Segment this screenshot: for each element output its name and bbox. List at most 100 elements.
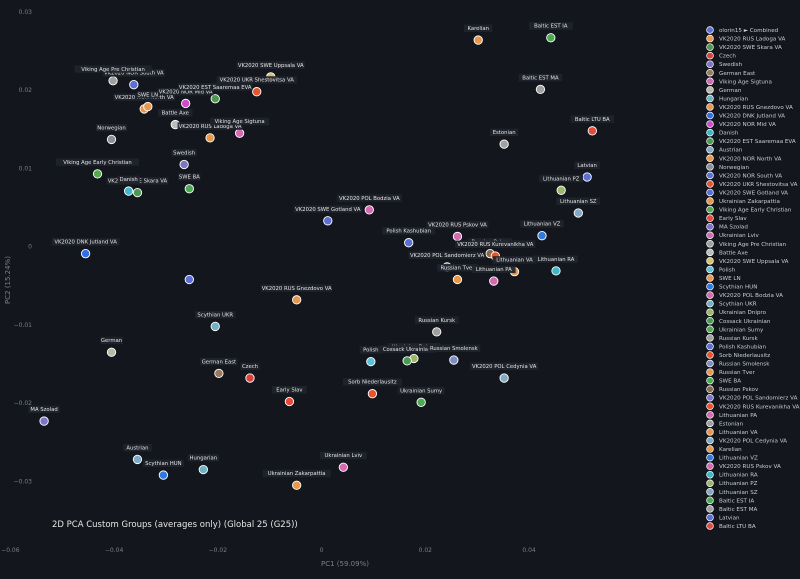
data-point[interactable] [245,373,255,383]
legend-item[interactable]: Viking Age Pre Christian [706,240,787,248]
data-point[interactable] [551,266,561,276]
legend-item[interactable]: VK2020 SWE Uppsala VA [706,257,789,265]
data-point[interactable] [499,373,509,383]
data-point[interactable] [252,87,262,97]
legend-item[interactable]: VK2020 UKR Shestovitsa VA [706,180,798,188]
data-point[interactable] [143,101,153,112]
legend-item[interactable]: Danish [706,128,739,137]
data-point[interactable] [537,231,547,241]
legend-item[interactable]: olorin15 ► Combined [706,26,779,34]
legend-item[interactable]: Polish [706,265,736,273]
data-point[interactable] [129,80,139,90]
data-point[interactable] [416,397,426,407]
data-point[interactable] [106,347,117,357]
legend-item[interactable]: VK2020 NOR North VA [706,154,782,162]
data-point[interactable] [323,216,333,226]
legend-item[interactable]: Czech [706,51,737,60]
data-point[interactable] [292,480,302,490]
data-point[interactable] [367,389,378,399]
legend-item[interactable]: Russian Tver [706,368,756,376]
data-point[interactable] [449,355,459,365]
data-point[interactable] [234,128,245,138]
data-point[interactable] [210,94,220,104]
legend-item[interactable]: Lithuanian SZ [706,488,758,496]
data-point[interactable] [556,185,566,195]
legend-item[interactable]: VK2020 NOR Mid VA [706,120,776,128]
legend-item[interactable]: Polish Kashubian [706,342,767,350]
legend-item[interactable]: VK2020 RUS Ladoga VA [706,34,786,43]
data-point[interactable] [106,134,117,145]
legend-item[interactable]: Lithuanian PZ [706,479,758,487]
legend-item[interactable]: Russian Pskov [706,385,759,393]
legend-item[interactable]: German [706,86,742,94]
legend-item[interactable]: Scythian HUN [706,282,758,291]
data-point[interactable] [123,186,134,196]
data-point[interactable] [205,133,215,143]
data-point[interactable] [198,464,208,475]
data-point[interactable] [132,187,143,198]
legend[interactable]: olorin15 ► Combined VK2020 RUS Ladoga VA V… [706,26,800,530]
legend-item[interactable]: Karelian [706,445,743,453]
legend-item[interactable]: Baltic EST IA [706,496,755,504]
legend-item[interactable]: VK2020 POL Cedynia VA [706,436,788,444]
legend-item[interactable]: Swedish [706,60,743,68]
legend-item[interactable]: Sorb Niederlausitz [706,351,771,359]
legend-item[interactable]: Ukrainian Sumy [706,325,764,333]
legend-item[interactable]: Viking Age Sigtuna [706,77,772,85]
data-point[interactable] [210,321,220,332]
data-point[interactable] [432,327,442,337]
data-point[interactable] [158,470,169,480]
legend-item[interactable]: Cossack Ukrainian [706,317,771,325]
legend-item[interactable]: VK2020 POL Sandomierz VA [706,393,798,402]
legend-item[interactable]: Ukrainian Lviv [706,231,760,239]
legend-item[interactable]: Norwegian [706,163,750,171]
legend-item[interactable]: German East [706,69,756,77]
legend-item[interactable]: Austrian [706,145,743,154]
legend-item[interactable]: VK2020 EST Saaremaa EVA [706,137,796,145]
legend-item[interactable]: VK2020 DNK Jutland VA [706,111,786,120]
data-point[interactable] [582,172,592,182]
legend-item[interactable]: Estonian [706,419,744,427]
legend-item[interactable]: Viking Age Early Christian [706,205,792,214]
data-point[interactable] [546,33,556,43]
data-point[interactable] [214,368,224,379]
data-point[interactable] [535,84,546,95]
data-point[interactable] [292,295,302,305]
legend-item[interactable]: Russian Kursk [706,334,759,342]
data-point[interactable] [338,462,349,472]
data-point[interactable] [473,35,483,45]
data-point[interactable] [402,356,412,366]
legend-item[interactable]: Lithuanian VZ [706,453,758,462]
legend-item[interactable]: Lithuanian RA [706,470,758,479]
legend-item[interactable]: VK2020 SWE Gotland VA [706,188,789,196]
data-point[interactable] [184,184,194,194]
legend-item[interactable]: Battle Axe [706,248,749,256]
data-point[interactable] [108,76,118,86]
legend-item[interactable]: VK2020 RUS Gnezdovo VA [706,103,793,111]
data-point[interactable] [573,208,583,218]
legend-item[interactable]: Baltic LTU BA [706,522,756,530]
legend-item[interactable]: VK2020 SWE Skara VA [706,43,782,51]
data-point[interactable] [366,356,376,367]
data-point[interactable] [132,454,143,465]
legend-item[interactable]: Early Slav [706,214,748,222]
legend-item[interactable]: Latvian [706,513,740,521]
data-point[interactable] [364,205,374,215]
legend-item[interactable]: Baltic EST MA [706,505,758,513]
data-point[interactable] [587,126,597,136]
legend-item[interactable]: SWE LN [706,274,741,282]
legend-item[interactable]: VK2020 NOR South VA [706,171,783,179]
data-point[interactable] [184,274,194,285]
data-point[interactable] [39,416,49,426]
data-point[interactable] [80,249,91,259]
legend-item[interactable]: Hungarian [706,94,749,102]
legend-item[interactable]: Ukrainian Zakarpattia [706,197,780,205]
data-point[interactable] [179,159,189,170]
legend-item[interactable]: VK2020 POL Bodzia VA [706,291,784,299]
legend-item[interactable]: MA Szolad [706,222,749,231]
data-point[interactable] [499,139,509,149]
legend-item[interactable]: Scythian UKR [706,299,757,308]
legend-item[interactable]: VK2020 RUS Kurevanikha VA [706,402,800,410]
data-point[interactable] [92,169,103,179]
data-point[interactable] [452,231,463,242]
